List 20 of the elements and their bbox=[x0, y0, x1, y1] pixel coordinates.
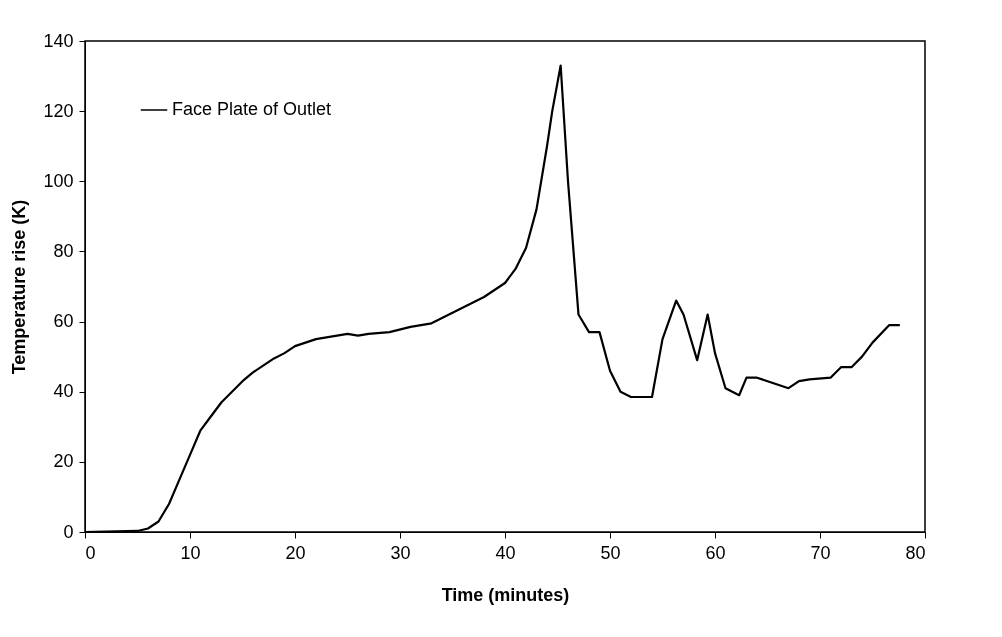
y-tick-label: 20 bbox=[53, 451, 74, 472]
y-tick-label: 60 bbox=[53, 311, 74, 332]
legend-label: Face Plate of Outlet bbox=[172, 99, 332, 119]
y-tick-label: 80 bbox=[53, 240, 74, 261]
y-tick-label: 140 bbox=[43, 30, 74, 51]
x-tick-label: 30 bbox=[390, 542, 411, 563]
x-axis-title: Time (minutes) bbox=[441, 584, 570, 605]
x-tick-label: 60 bbox=[705, 542, 726, 563]
y-tick-label: 100 bbox=[43, 170, 74, 191]
x-tick-label: 40 bbox=[495, 542, 516, 563]
x-tick-label: 70 bbox=[810, 542, 831, 563]
y-tick-label: 120 bbox=[43, 100, 74, 121]
x-tick-label: 0 bbox=[85, 542, 96, 563]
x-tick-label: 20 bbox=[285, 542, 306, 563]
x-tick-label: 10 bbox=[180, 542, 201, 563]
y-axis-title: Temperature rise (K) bbox=[9, 199, 30, 375]
x-tick-label: 80 bbox=[905, 542, 926, 563]
x-tick-label: 50 bbox=[600, 542, 621, 563]
y-tick-label: 0 bbox=[63, 521, 74, 542]
y-tick-label: 40 bbox=[53, 381, 74, 402]
